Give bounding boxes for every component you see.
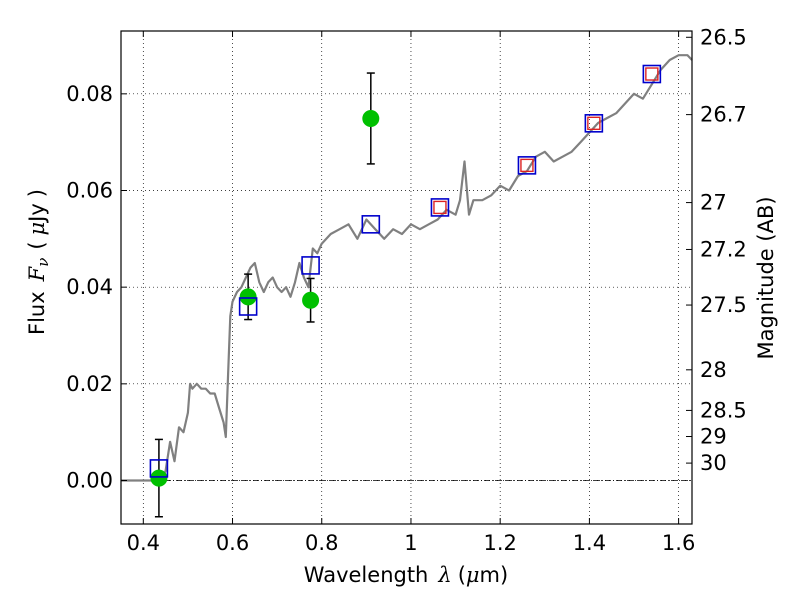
x-tick-label: 1 xyxy=(404,531,417,555)
y-tick-label: 0.04 xyxy=(66,275,113,299)
observed-photometry-point xyxy=(239,288,257,306)
y-tick-label: 0.06 xyxy=(66,179,113,203)
model-photometry-red-square xyxy=(520,158,534,173)
model-photometry-square xyxy=(642,64,662,84)
y-axis-label-unit-open: ( xyxy=(25,241,49,249)
y-axis-label-text: Flux xyxy=(25,291,49,335)
tick-layer: 0.4 0.6 0.8 1 1.2 1.4 1.6 0.00 0.02 0.04 0.06 0.08 2… xyxy=(66,25,747,555)
x-axis-label-unit-mu: μ xyxy=(466,563,480,587)
x-tick-label: 0.6 xyxy=(216,531,249,555)
y-axis-label: Flux Fν ( μJy) xyxy=(25,189,52,335)
model-photometry-square xyxy=(301,256,320,275)
model-spectrum-line xyxy=(121,54,693,482)
x-axis-label-text: Wavelength xyxy=(304,563,429,587)
magnitude-tick-label: 30 xyxy=(700,451,727,475)
model-photometry-square xyxy=(584,114,604,133)
x-tick-label: 0.8 xyxy=(305,531,338,555)
y-tick-label: 0.08 xyxy=(66,82,113,106)
magnitude-tick-label: 28.5 xyxy=(700,398,747,422)
magnitude-tick-label: 27.2 xyxy=(700,237,747,261)
observed-photometry-point xyxy=(150,469,168,487)
observed-photometry-point xyxy=(302,291,320,309)
model-photometry-red-square xyxy=(587,116,601,131)
model-photometry-red-square xyxy=(433,200,447,215)
plot-frame xyxy=(120,30,693,525)
y-axis-label-unit-close: ) xyxy=(25,189,49,197)
x-tick-label: 1.4 xyxy=(573,531,606,555)
y-axis-label-unit-rest: Jy xyxy=(25,203,49,224)
y-axis-label-unit-mu: μ xyxy=(25,222,49,236)
model-photometry-square xyxy=(149,459,169,478)
y-tick-label: 0.02 xyxy=(66,372,113,396)
y-axis-label-subscript: ν xyxy=(34,258,52,267)
model-photometry-square xyxy=(517,156,537,175)
magnitude-tick-label: 26.5 xyxy=(700,25,747,49)
x-axis-label-unit-open: ( xyxy=(458,563,466,587)
y-axis-label-symbol: F xyxy=(25,265,49,282)
observed-photometry-point xyxy=(362,109,380,127)
magnitude-tick-label: 28 xyxy=(700,358,727,382)
magnitude-tick-label: 29 xyxy=(700,425,727,449)
magnitude-tick-label: 27.5 xyxy=(700,293,747,317)
x-axis-label: Wavelength λ (μm) xyxy=(304,563,508,587)
x-tick-label: 1.6 xyxy=(662,531,695,555)
magnitude-tick-label: 26.7 xyxy=(700,103,747,127)
model-photometry-square xyxy=(430,198,450,217)
x-axis-label-symbol: λ xyxy=(437,563,451,587)
magnitude-tick-label: 27 xyxy=(700,191,727,215)
x-axis-label-unit-rest: m) xyxy=(480,563,509,587)
model-photometry-square xyxy=(238,297,258,316)
model-photometry-red-square xyxy=(645,67,659,81)
series-layer xyxy=(121,54,693,518)
model-photometry-square xyxy=(361,215,381,234)
magnitude-axis-label: Magnitude (AB) xyxy=(754,196,778,359)
y-tick-label: 0.00 xyxy=(66,469,113,493)
x-tick-label: 1.2 xyxy=(483,531,516,555)
x-tick-label: 0.4 xyxy=(127,531,160,555)
